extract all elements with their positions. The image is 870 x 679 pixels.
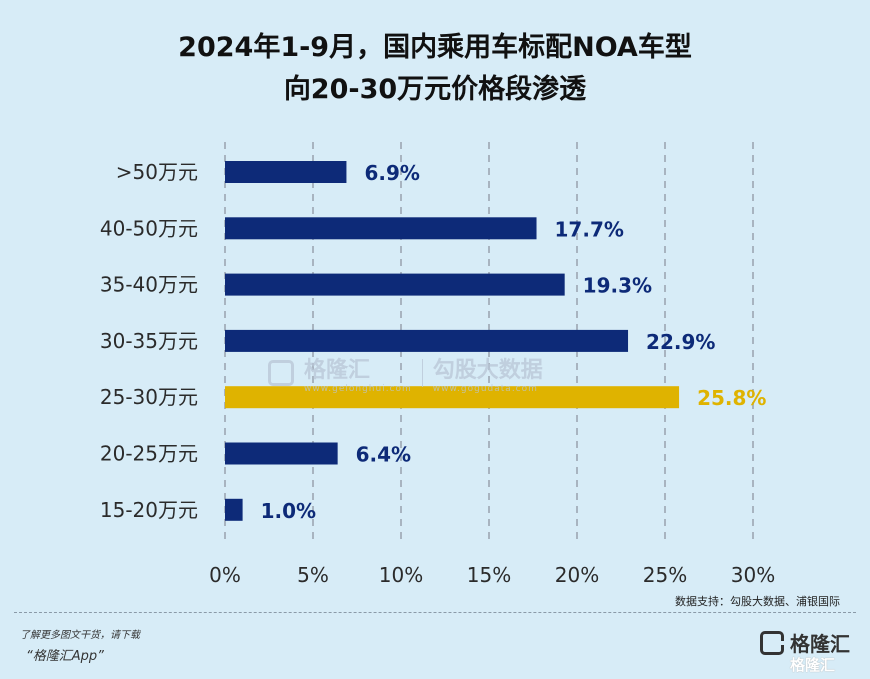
value-label-4: 25.8%: [697, 386, 766, 410]
value-label-3: 22.9%: [646, 330, 715, 354]
x-tick-label-25: 25%: [643, 563, 687, 587]
bar-6: [225, 499, 243, 521]
footer-logo: 格隆汇: [760, 628, 850, 657]
value-label-5: 6.4%: [356, 443, 411, 467]
bar-1: [225, 217, 537, 239]
watermark-brand: 格隆汇 www.gelonghui.com: [304, 352, 412, 394]
x-tick-label-30: 30%: [731, 563, 775, 587]
category-label-3: 30-35万元: [100, 329, 198, 353]
x-tick-label-15: 15%: [467, 563, 511, 587]
value-label-6: 1.0%: [261, 499, 316, 523]
bar-2: [225, 274, 565, 296]
x-tick-label-20: 20%: [555, 563, 599, 587]
footer-logo-text: 格隆汇: [790, 628, 850, 657]
category-label-5: 20-25万元: [100, 442, 198, 466]
watermark-partner-sub: www.gogudata.com: [433, 384, 543, 394]
category-label-1: 40-50万元: [100, 216, 198, 240]
gelonghui-logo-icon: [760, 631, 784, 655]
category-label-2: 35-40万元: [100, 273, 198, 297]
bar-3: [225, 330, 628, 352]
value-label-1: 17.7%: [555, 217, 624, 241]
x-tick-label-0: 0%: [209, 563, 241, 587]
watermark-partner: 勾股大数据 www.gogudata.com: [433, 352, 543, 394]
category-label-4: 25-30万元: [100, 385, 198, 409]
footer-divider: [14, 612, 856, 613]
category-label-6: 15-20万元: [100, 498, 198, 522]
footer-app-name: “格隆汇App”: [26, 645, 104, 664]
value-label-2: 19.3%: [583, 274, 652, 298]
footer-logo-watermark: 格隆汇: [790, 654, 835, 675]
watermark-brand-sub: www.gelonghui.com: [304, 384, 412, 394]
value-label-0: 6.9%: [364, 161, 419, 185]
watermark: 格隆汇 www.gelonghui.com 勾股大数据 www.gogudata…: [268, 352, 543, 394]
watermark-divider: [422, 359, 423, 387]
bar-5: [225, 443, 338, 465]
footer-promo-text: 了解更多图文干货，请下载: [20, 626, 140, 641]
x-tick-label-10: 10%: [379, 563, 423, 587]
gelonghui-logo-icon: [268, 360, 294, 386]
bar-chart: >50万元 6.9% 40-50万元 17.7% 35-40万元 19.3% 30-35万元…: [0, 0, 870, 679]
category-label-0: >50万元: [116, 160, 198, 184]
data-source: 数据支持：勾股大数据、浦银国际: [675, 593, 840, 609]
bar-0: [225, 161, 346, 183]
x-tick-label-5: 5%: [297, 563, 329, 587]
